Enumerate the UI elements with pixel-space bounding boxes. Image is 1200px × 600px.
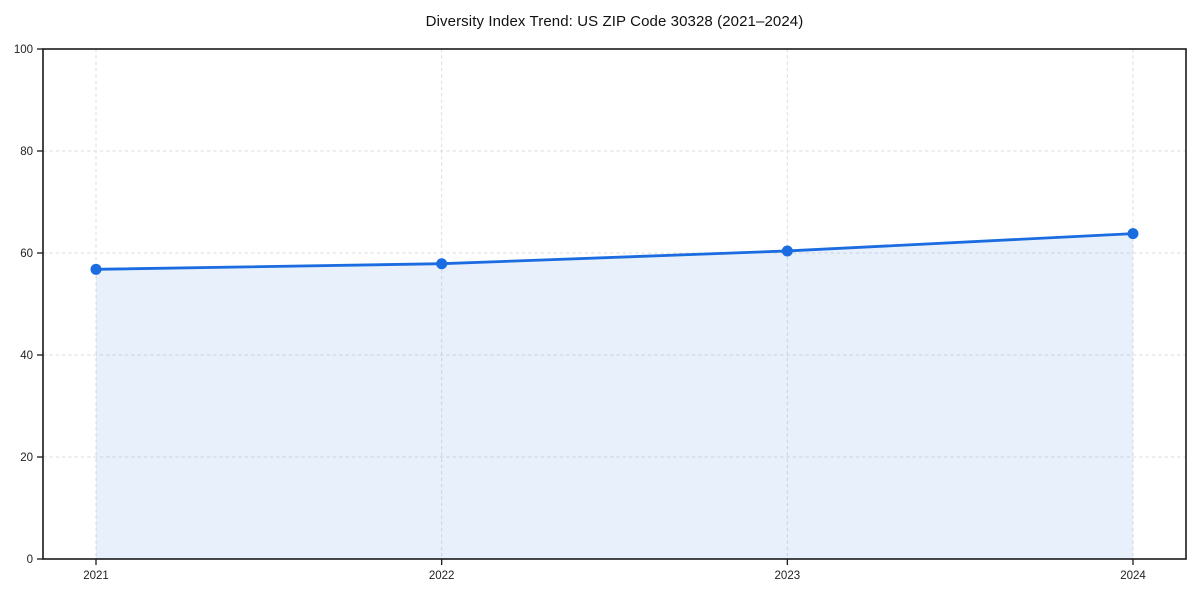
y-tick-label-60: 60	[20, 248, 33, 260]
x-tick-label-2023: 2023	[775, 570, 801, 582]
y-tick-label-20: 20	[20, 452, 33, 464]
y-tick-label-0: 0	[27, 554, 33, 566]
plot-border	[42, 48, 1187, 560]
area-fill	[96, 233, 1133, 559]
data-point-2024	[1127, 228, 1139, 240]
y-tick-label-80: 80	[20, 146, 33, 158]
data-point-2023	[781, 245, 793, 257]
y-tick-label-40: 40	[20, 350, 33, 362]
data-point-2021	[90, 263, 102, 275]
x-tick-label-2024: 2024	[1120, 570, 1146, 582]
x-tick-label-2021: 2021	[83, 570, 109, 582]
trend-line	[94, 232, 1135, 271]
chart-title: Diversity Index Trend: US ZIP Code 30328…	[425, 13, 804, 30]
data-point-2022	[436, 258, 448, 270]
y-tick-label-100: 100	[14, 44, 33, 56]
x-tick-label-2022: 2022	[429, 570, 455, 582]
